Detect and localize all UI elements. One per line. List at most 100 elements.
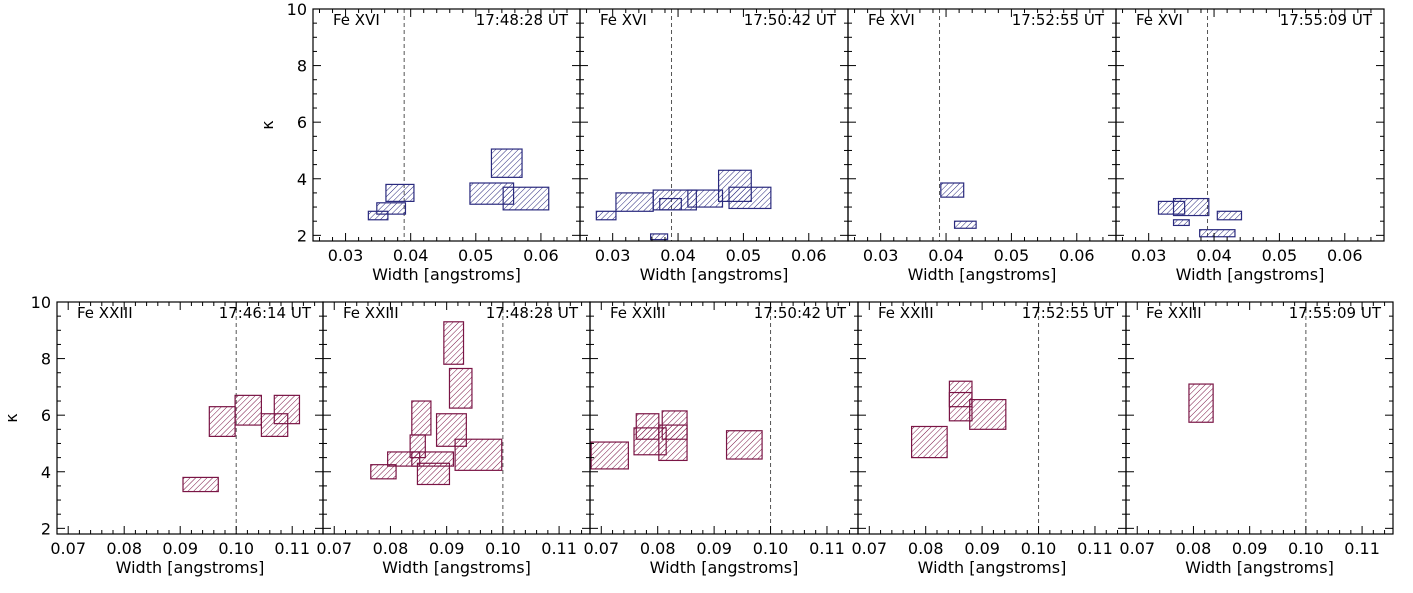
panel-1: 0.03 0.04 0.05 0.06 2 4 6 8 10 κ Width [angstroms]… (258, 0, 581, 284)
time-label: 17:52:55 UT (1022, 304, 1115, 322)
x-tick-label: 0.04 (393, 246, 429, 265)
x-tick-label: 0.08 (106, 539, 142, 558)
x-tick-label: 0.06 (791, 246, 827, 265)
x-tick-label: 0.11 (274, 539, 310, 558)
data-box (411, 400, 432, 436)
plot-frame (1125, 301, 1394, 535)
x-axis-title: Width [angstroms] (116, 558, 265, 577)
x-tick-label: 0.11 (1344, 539, 1380, 558)
panel-7: 0.07 0.08 0.09 0.10 0.11 Width [angstroms] Fe … (583, 301, 859, 577)
data-box (595, 210, 617, 221)
panel-6: 0.07 0.08 0.09 0.10 0.11 Width [angstroms] Fe … (316, 301, 591, 577)
data-box (376, 202, 407, 215)
panel-5: 0.07 0.08 0.09 0.10 0.11 2 4 6 8 10 κ Width [angstr… (2, 293, 324, 577)
x-tick-label: 0.04 (660, 246, 696, 265)
data-box (273, 394, 301, 425)
ion-label: Fe XVI (600, 11, 647, 29)
data-box (1216, 210, 1243, 221)
data-box (590, 441, 629, 470)
ion-label: Fe XXIII (77, 304, 133, 322)
y-tick-label: 8 (297, 57, 307, 76)
data-box (454, 438, 503, 471)
y-tick-label: 4 (41, 463, 51, 482)
y-tick-label: 10 (287, 0, 307, 19)
x-tick-label: 0.03 (328, 246, 364, 265)
data-box (687, 189, 724, 208)
data-box (370, 464, 397, 480)
data-box (490, 148, 523, 178)
y-tick-label: 10 (31, 293, 51, 312)
x-tick-label: 0.03 (1131, 246, 1167, 265)
x-tick-label: 0.04 (1196, 246, 1232, 265)
time-label: 17:48:28 UT (476, 11, 569, 29)
panel-9: 0.07 0.08 0.09 0.10 0.11 Width [angstroms] Fe … (1119, 301, 1394, 577)
plot-frame (847, 8, 1117, 242)
data-box (182, 476, 219, 493)
data-box (448, 367, 473, 409)
data-box (953, 220, 977, 229)
y-axis-title: κ (2, 413, 21, 423)
y-axis-title: κ (258, 120, 277, 130)
x-tick-label: 0.09 (162, 539, 198, 558)
y-tick-label: 6 (297, 113, 307, 132)
x-tick-label: 0.06 (523, 246, 559, 265)
y-tick-label: 2 (41, 519, 51, 538)
time-label: 17:55:09 UT (1289, 304, 1382, 322)
time-label: 17:46:14 UT (219, 304, 312, 322)
x-tick-label: 0.08 (640, 539, 676, 558)
time-label: 17:50:42 UT (754, 304, 847, 322)
plot-frame (589, 301, 859, 535)
ion-label: Fe XXIII (610, 304, 666, 322)
time-label: 17:48:28 UT (486, 304, 579, 322)
x-tick-label: 0.07 (851, 539, 887, 558)
data-box (1188, 383, 1214, 423)
x-tick-label: 0.05 (458, 246, 494, 265)
x-tick-label: 0.10 (485, 539, 521, 558)
x-tick-label: 0.05 (726, 246, 762, 265)
x-axis-title: Width [angstroms] (650, 558, 799, 577)
ion-label: Fe XXIII (343, 304, 399, 322)
x-tick-label: 0.09 (1232, 539, 1268, 558)
x-axis-title: Width [angstroms] (908, 265, 1057, 284)
data-box (659, 197, 682, 211)
x-tick-label: 0.11 (541, 539, 577, 558)
x-tick-label: 0.10 (218, 539, 254, 558)
x-tick-label: 0.11 (809, 539, 845, 558)
x-tick-label: 0.03 (595, 246, 631, 265)
data-box (1172, 197, 1210, 217)
ion-label: Fe XVI (1136, 11, 1183, 29)
x-tick-label: 0.10 (753, 539, 789, 558)
plot-frame (1115, 8, 1385, 242)
data-box (910, 425, 948, 459)
ion-label: Fe XVI (868, 11, 915, 29)
data-box (725, 430, 763, 460)
y-tick-label: 4 (297, 170, 307, 189)
time-label: 17:52:55 UT (1012, 11, 1105, 29)
data-box (649, 233, 669, 241)
ion-label: Fe XVI (333, 11, 380, 29)
x-tick-label: 0.08 (908, 539, 944, 558)
x-axis-title: Width [angstroms] (1176, 265, 1325, 284)
data-box (443, 321, 465, 365)
x-axis-title: Width [angstroms] (382, 558, 531, 577)
x-tick-label: 0.08 (1176, 539, 1212, 558)
x-tick-label: 0.05 (1262, 246, 1298, 265)
time-label: 17:55:09 UT (1280, 11, 1373, 29)
x-tick-label: 0.04 (928, 246, 964, 265)
x-tick-label: 0.06 (1059, 246, 1095, 265)
data-box (635, 413, 660, 440)
x-axis-title: Width [angstroms] (372, 265, 521, 284)
x-tick-label: 0.10 (1288, 539, 1324, 558)
data-box (661, 410, 688, 440)
data-box (728, 186, 772, 210)
y-tick-label: 8 (41, 350, 51, 369)
x-tick-label: 0.09 (696, 539, 732, 558)
data-box (416, 462, 451, 486)
x-tick-label: 0.03 (863, 246, 899, 265)
x-tick-label: 0.11 (1077, 539, 1113, 558)
data-box (940, 182, 965, 198)
x-tick-label: 0.09 (964, 539, 1000, 558)
y-tick-label: 2 (297, 226, 307, 245)
x-tick-label: 0.07 (583, 539, 619, 558)
